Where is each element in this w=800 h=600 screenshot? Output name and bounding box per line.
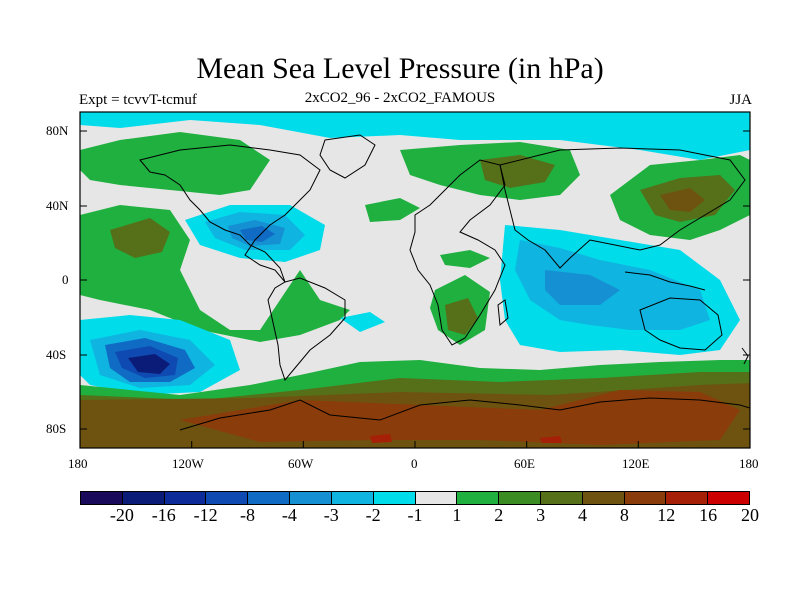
x-tick-label: 0 xyxy=(411,456,418,471)
colorbar-swatch xyxy=(373,492,416,504)
comparison-label: 2xCO2_96 - 2xCO2_FAMOUS xyxy=(304,90,496,106)
x-tick-label: 120E xyxy=(622,456,650,471)
y-tick-label: 80N xyxy=(46,123,69,138)
y-tick-label: 0 xyxy=(62,272,69,287)
colorbar-label: -20 xyxy=(109,505,134,525)
experiment-label: Expt = tcvvT-tcmuf xyxy=(79,92,197,108)
colorbar-label: 12 xyxy=(657,505,676,525)
colorbar-swatch xyxy=(708,492,749,504)
colorbar-swatch xyxy=(540,492,583,504)
colorbar-label: -2 xyxy=(365,505,381,525)
colorbar-label: 8 xyxy=(619,505,629,525)
colorbar-swatch xyxy=(582,492,625,504)
colorbar-label: -12 xyxy=(193,505,218,525)
colorbar-swatch xyxy=(415,492,458,504)
colorbar-label: 20 xyxy=(741,505,759,525)
colorbar-label: -8 xyxy=(240,505,255,525)
colorbar-swatch xyxy=(624,492,667,504)
colorbar-swatch xyxy=(666,492,709,504)
colorbar-swatch xyxy=(248,492,291,504)
colorbar-swatch xyxy=(206,492,249,504)
coastlines xyxy=(139,134,750,431)
colorbar-label: 16 xyxy=(699,505,718,525)
x-tick-label: 180 xyxy=(739,456,759,471)
x-tick-label: 180 xyxy=(68,456,88,471)
x-tick-label: 120W xyxy=(172,456,204,471)
colorbar-label: -1 xyxy=(407,505,423,525)
colorbar-swatch xyxy=(122,492,165,504)
colorbar-swatch xyxy=(457,492,500,504)
x-tick-label: 60W xyxy=(288,456,314,471)
colorbar-label: 2 xyxy=(494,505,504,525)
colorbar-label: -3 xyxy=(323,505,339,525)
x-tick-label: 60E xyxy=(514,456,535,471)
colorbar-label: 3 xyxy=(536,505,546,525)
colorbar-swatch xyxy=(81,492,123,504)
colorbar-swatch xyxy=(290,492,332,504)
colorbar-label: 1 xyxy=(452,505,462,525)
y-tick-label: 40N xyxy=(46,198,69,213)
colorbar-label: -4 xyxy=(281,505,297,525)
colorbar-swatch xyxy=(164,492,207,504)
y-tick-label: 80S xyxy=(46,421,67,436)
colorbar-label: -16 xyxy=(151,505,176,525)
season-label: JJA xyxy=(729,92,752,108)
colorbar-label: 4 xyxy=(578,505,587,525)
colorbar-swatch xyxy=(499,492,541,504)
chart-title: Mean Sea Level Pressure (in hPa) xyxy=(196,52,604,85)
y-tick-label: 40S xyxy=(46,347,67,362)
contour-field xyxy=(80,112,750,448)
colorbar-swatch xyxy=(331,492,374,504)
colorbar xyxy=(80,491,750,505)
